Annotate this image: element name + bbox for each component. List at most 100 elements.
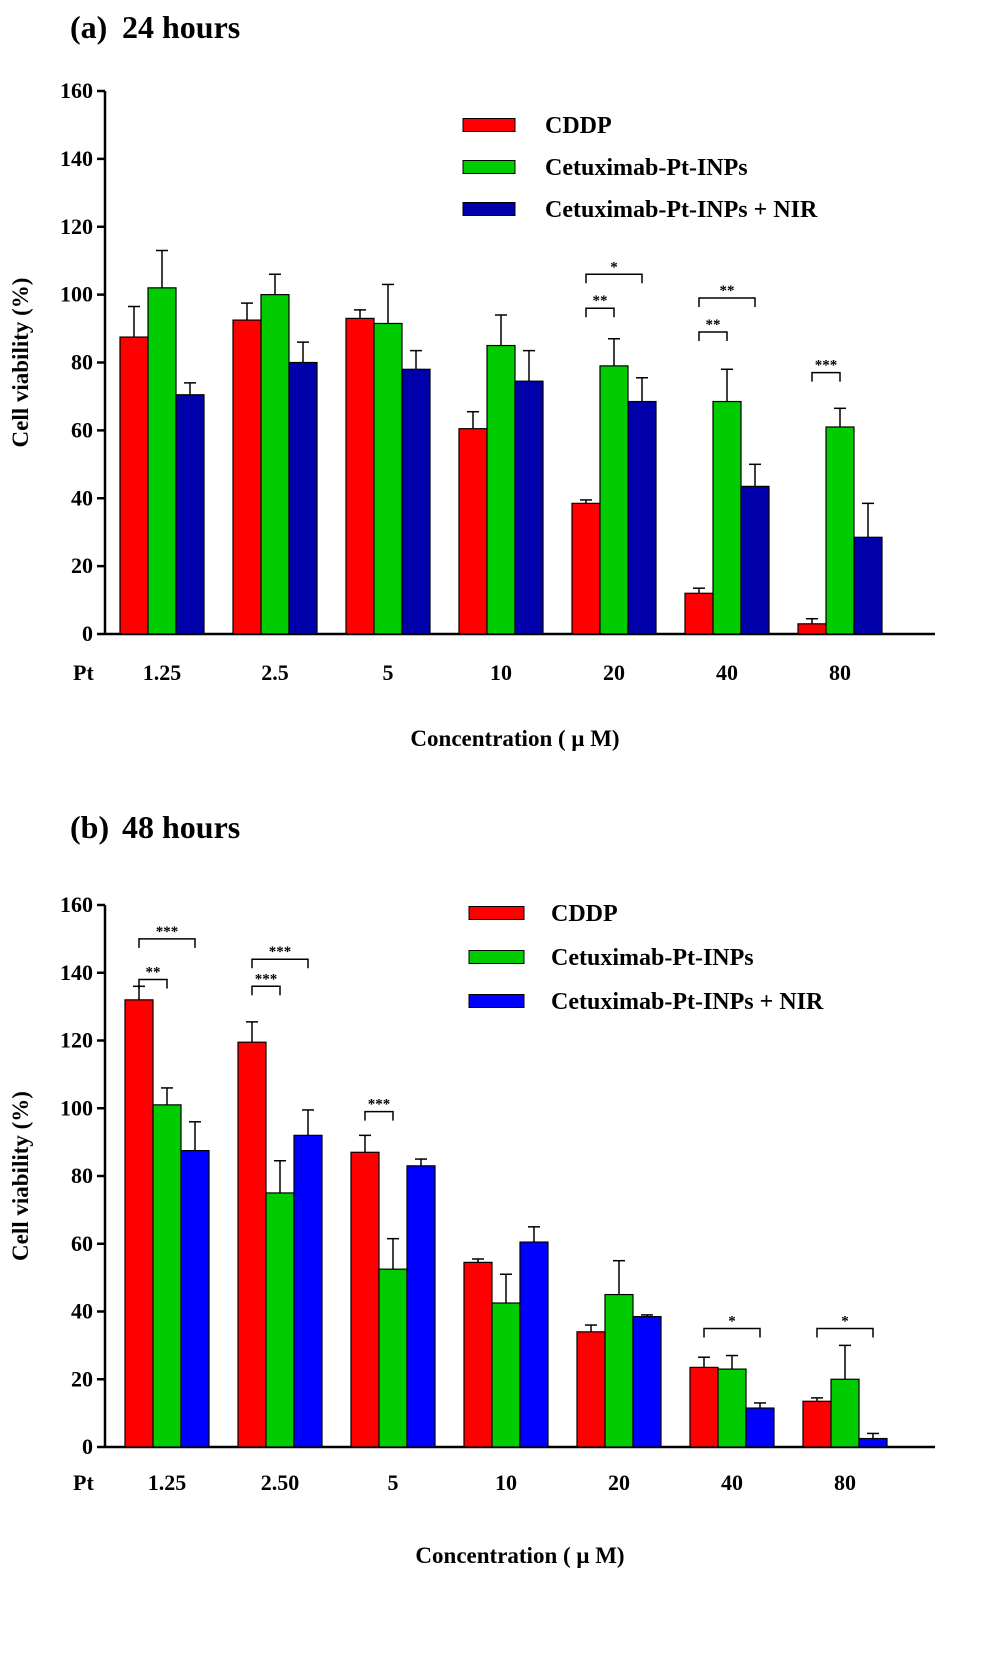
y-tick-label: 140 (60, 960, 93, 985)
bar (604, 1293, 634, 1448)
y-tick-label: 80 (71, 1163, 93, 1188)
bar (599, 365, 629, 635)
significance-bracket (703, 1327, 761, 1338)
significance-bracket (138, 938, 196, 948)
bar (830, 1378, 860, 1448)
y-tick-label: 100 (60, 282, 93, 307)
bar (350, 1151, 380, 1448)
significance-stars: *** (368, 1097, 391, 1113)
bar (740, 485, 770, 635)
legend-swatch (468, 950, 525, 964)
chart-panel-b: (b) 48 hours 0 20 40 60 80 100 120 140 160 Pt 1.25 2.… (8, 809, 935, 1568)
bar (180, 1149, 210, 1448)
legend-swatch (462, 160, 516, 174)
x-tick-label: 20 (603, 660, 625, 685)
y-tick-label: 40 (71, 485, 93, 510)
bar (825, 426, 855, 635)
bar (486, 344, 516, 635)
bar (345, 317, 375, 635)
bar (378, 1268, 408, 1448)
legend-label: Cetuximab-Pt-INPs (551, 945, 754, 971)
legend-label: Cetuximab-Pt-INPs + NIR (545, 197, 818, 223)
x-tick-label: 5 (383, 660, 394, 685)
x-prefix-label: Pt (73, 1470, 94, 1495)
y-tick-label: 20 (71, 1366, 93, 1391)
significance-bracket (698, 331, 728, 341)
x-tick-label: 80 (829, 660, 851, 685)
bar (175, 394, 205, 635)
y-tick-label: 140 (60, 146, 93, 171)
bar (689, 1366, 719, 1448)
x-tick-label: 1.25 (143, 660, 182, 685)
bar (684, 592, 714, 635)
x-tick-label: 5 (388, 1470, 399, 1495)
y-axis-title: Cell viability (%) (8, 278, 33, 448)
y-tick-label: 20 (71, 553, 93, 578)
legend-swatch (462, 202, 516, 216)
significance-bracket (816, 1327, 874, 1338)
chart-title: 24 hours (122, 9, 240, 45)
significance-stars: * (841, 1313, 849, 1329)
x-prefix-label: Pt (73, 660, 94, 685)
y-tick-label: 0 (82, 1434, 93, 1459)
legend-label: Cetuximab-Pt-INPs + NIR (551, 989, 824, 1015)
x-tick-label: 40 (716, 660, 738, 685)
x-tick-label: 1.25 (148, 1470, 187, 1495)
legend: CDDP Cetuximab-Pt-INPs Cetuximab-Pt-INPs +… (468, 901, 824, 1015)
bar (576, 1331, 606, 1448)
y-tick-label: 120 (60, 1028, 93, 1053)
significance-bracket (251, 985, 281, 996)
bar (463, 1261, 493, 1448)
x-tick-label: 20 (608, 1470, 630, 1495)
bar (119, 336, 149, 635)
significance-bracket (364, 1110, 394, 1121)
y-tick-label: 60 (71, 1231, 93, 1256)
significance-stars: ** (720, 283, 735, 299)
y-tick-label: 40 (71, 1299, 93, 1324)
significance-stars: ** (593, 293, 608, 309)
x-axis-title: Concentration ( μ M) (410, 726, 619, 751)
significance-bracket (811, 371, 841, 382)
bar (797, 623, 827, 635)
legend-swatch (468, 906, 525, 920)
bar (260, 294, 290, 635)
bar (401, 368, 431, 635)
legend-swatch (468, 994, 525, 1008)
bar (406, 1165, 436, 1448)
bar (802, 1400, 832, 1448)
bar (745, 1407, 775, 1448)
y-tick-label: 120 (60, 214, 93, 239)
y-tick-label: 0 (82, 621, 93, 646)
significance-stars: * (610, 259, 618, 275)
legend-swatch (462, 118, 516, 132)
legend-label: CDDP (551, 901, 618, 927)
significance-stars: *** (255, 971, 278, 987)
significance-stars: *** (815, 358, 838, 374)
x-tick-label: 10 (490, 660, 512, 685)
y-tick-label: 160 (60, 892, 93, 917)
bar (632, 1315, 662, 1448)
x-tick-label: 10 (495, 1470, 517, 1495)
bar (853, 536, 883, 635)
x-axis-title: Concentration ( μ M) (415, 1543, 624, 1568)
bar (293, 1134, 323, 1448)
significance-bracket (698, 297, 756, 308)
bar (712, 400, 742, 635)
x-tick-label: 2.5 (261, 660, 289, 685)
significance-stars: ** (146, 965, 161, 981)
bar (717, 1368, 747, 1448)
chart-title: 48 hours (122, 809, 240, 845)
bar (288, 361, 318, 635)
significance-stars: * (728, 1313, 736, 1329)
x-tick-label: 80 (834, 1470, 856, 1495)
bar (458, 428, 488, 635)
panel-label: (b) (70, 809, 109, 845)
y-tick-label: 80 (71, 350, 93, 375)
significance-bracket (138, 978, 168, 989)
y-axis-title: Cell viability (%) (8, 1091, 33, 1261)
bar (373, 322, 403, 635)
y-tick-label: 60 (71, 417, 93, 442)
significance-bracket (585, 307, 615, 318)
bar (265, 1192, 295, 1448)
